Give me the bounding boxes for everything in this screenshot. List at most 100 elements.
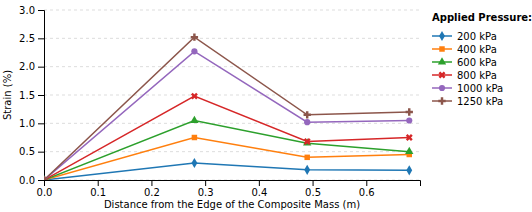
tick-mark	[151, 180, 152, 186]
legend-marker	[439, 85, 445, 91]
plot-area: 0.0 0.1 0.2 0.3 0.4 0.5 0.6 0.0 0.5 1.0 1.5 2.0 2.5 3…	[19, 5, 420, 198]
legend-label: 800 kPa	[457, 70, 497, 81]
grid-line	[44, 38, 420, 39]
tick-label: 1.0	[19, 118, 35, 129]
tick: 0.5	[19, 146, 44, 157]
tick-label: 0.0	[37, 187, 53, 198]
tick-mark	[205, 180, 206, 186]
tick-label: 0.2	[144, 187, 160, 198]
tick-label: 0.0	[19, 175, 35, 186]
tick-mark	[38, 152, 44, 153]
chart: 0.0 0.1 0.2 0.3 0.4 0.5 0.6 0.0 0.5 1.0 1.5 2.0 2.5 3…	[0, 0, 532, 212]
legend-marker	[439, 31, 445, 41]
axis-line	[38, 11, 45, 181]
y-axis: 0.0 0.5 1.0 1.5 2.0 2.5 3.0	[19, 5, 44, 186]
legend-title: Applied Pressure:	[432, 12, 532, 23]
tick-label: 0.5	[19, 146, 35, 157]
tick-mark	[98, 180, 99, 186]
series	[44, 91, 414, 180]
tick: 0.5	[305, 180, 321, 198]
marker	[304, 155, 309, 160]
x-axis: 0.0 0.1 0.2 0.3 0.4 0.5 0.6	[37, 180, 421, 198]
tick: 2.5	[19, 33, 44, 44]
x-axis-title: Distance from the Edge of the Composite …	[104, 199, 360, 210]
series	[44, 34, 413, 180]
series	[44, 158, 412, 180]
grid	[44, 10, 420, 180]
tick-label: 0.4	[251, 187, 267, 198]
legend-marker	[437, 70, 447, 80]
grid-line	[44, 66, 420, 67]
tick: 0.4	[251, 180, 267, 198]
legend-item: 1000 kPa	[432, 83, 503, 94]
line	[44, 37, 409, 180]
grid-line	[44, 151, 420, 152]
marker	[302, 136, 312, 146]
legend-item: 600 kPa	[432, 57, 497, 68]
legend-item: 400 kPa	[432, 44, 497, 55]
tick-label: 2.0	[19, 61, 35, 72]
tick-label: 3.0	[19, 5, 35, 16]
tick-mark	[259, 180, 260, 186]
tick-mark	[366, 180, 367, 186]
tick: 0.3	[198, 180, 214, 198]
series	[44, 116, 413, 180]
grid-line	[44, 10, 420, 11]
marker	[304, 111, 311, 118]
legend-item: 800 kPa	[432, 70, 497, 81]
marker	[191, 34, 198, 41]
legend-marker	[438, 57, 446, 64]
marker	[406, 117, 412, 123]
tick-label: 2.5	[19, 33, 35, 44]
tick-mark	[313, 180, 314, 186]
legend-marker	[439, 46, 444, 51]
tick: 0.6	[359, 180, 375, 198]
line	[44, 163, 409, 180]
legend-marker	[438, 97, 445, 104]
tick-label: 0.6	[359, 187, 375, 198]
tick: 0.0	[19, 175, 44, 186]
marker	[304, 119, 310, 125]
legend-item: 1250 kPa	[432, 96, 503, 107]
marker	[304, 165, 310, 175]
legend-label: 600 kPa	[457, 57, 497, 68]
tick-mark	[38, 123, 44, 124]
tick: 0.2	[144, 180, 160, 198]
marker	[404, 132, 414, 142]
marker	[44, 176, 48, 180]
tick: 0.1	[90, 180, 106, 198]
tick-mark	[38, 38, 44, 39]
tick: 3.0	[19, 5, 44, 16]
tick-mark	[38, 95, 44, 96]
marker	[192, 135, 197, 140]
tick-mark	[38, 180, 44, 181]
marker	[406, 165, 412, 175]
legend-label: 200 kPa	[457, 31, 497, 42]
tick: 2.0	[19, 61, 44, 72]
tick: 0.0	[37, 180, 53, 198]
axis-line	[45, 181, 421, 187]
tick: 1.5	[19, 90, 44, 101]
grid-line	[44, 123, 420, 124]
marker	[189, 91, 199, 101]
line	[44, 96, 409, 180]
tick-label: 0.1	[90, 187, 106, 198]
legend-label: 1250 kPa	[457, 96, 503, 107]
y-axis-title: Strain (%)	[2, 70, 13, 120]
marker	[191, 158, 197, 168]
marker	[406, 108, 413, 115]
tick-label: 1.5	[19, 90, 35, 101]
legend: Applied Pressure: 200 kPa 400 kPa 600 kPa 80…	[432, 12, 532, 107]
grid-line	[44, 95, 420, 96]
marker	[191, 48, 197, 54]
legend-label: 1000 kPa	[457, 83, 503, 94]
tick-mark	[38, 10, 44, 11]
marker	[405, 147, 413, 154]
tick: 1.0	[19, 118, 44, 129]
tick-label: 0.3	[198, 187, 214, 198]
series-layer	[44, 34, 414, 180]
legend-item: 200 kPa	[432, 31, 497, 42]
marker	[190, 116, 198, 123]
tick-mark	[38, 67, 44, 68]
line	[44, 51, 409, 180]
